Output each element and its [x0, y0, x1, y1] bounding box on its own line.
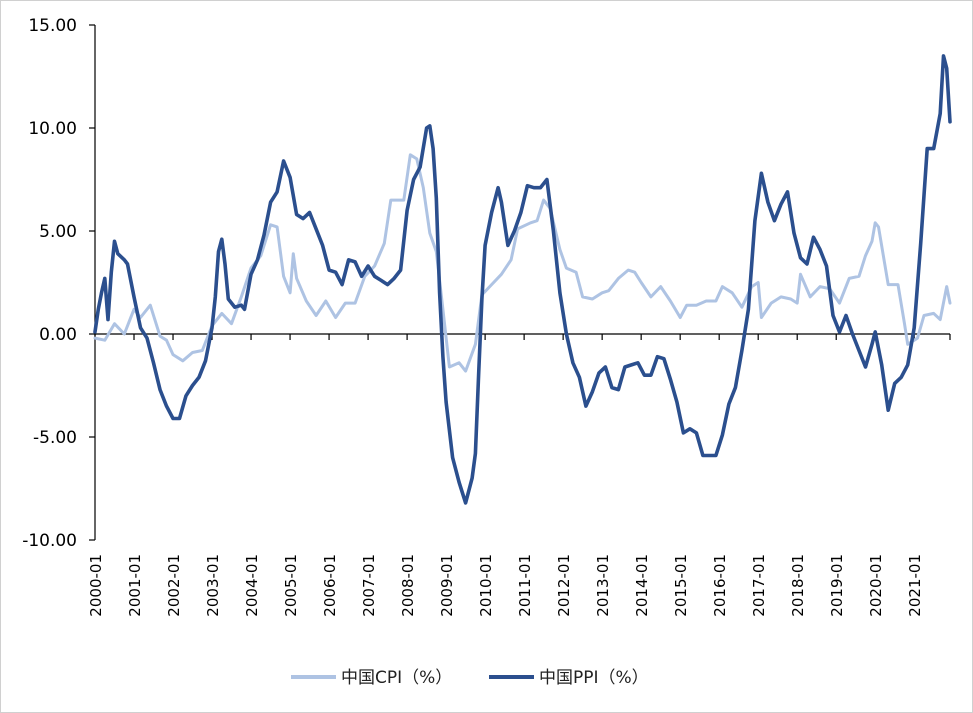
x-tick-label: 2014-01 [633, 554, 651, 617]
y-tick-label: -5.00 [33, 428, 77, 448]
axes [89, 24, 951, 541]
y-axis-tick-labels: 15.00 10.00 5.00 0.00 -5.00 -10.00 [22, 16, 77, 551]
x-tick-label: 2019-01 [828, 554, 846, 617]
x-tick-label: 2010-01 [477, 554, 495, 617]
x-axis-tick-labels: 2000-01 2001-01 2002-01 2003-01 2004-01 2005-… [87, 554, 924, 617]
x-tick-label: 2001-01 [126, 554, 144, 617]
x-tick-label: 2002-01 [165, 554, 183, 617]
x-tick-label: 2013-01 [594, 554, 612, 617]
x-tick-label: 2015-01 [672, 554, 690, 617]
x-tick-label: 2011-01 [516, 554, 534, 617]
x-tick-label: 2018-01 [789, 554, 807, 617]
y-tick-label: 10.00 [28, 119, 77, 139]
series-lines [93, 54, 952, 505]
y-tick-label: -10.00 [22, 531, 77, 551]
y-tick-label: 0.00 [39, 325, 77, 345]
legend-label-ppi: 中国PPI（%） [539, 668, 649, 688]
x-tick-label: 2000-01 [87, 554, 105, 617]
y-tick-label: 15.00 [28, 16, 77, 36]
x-tick-label: 2005-01 [282, 554, 300, 617]
x-tick-label: 2003-01 [204, 554, 222, 617]
y-tick-label: 5.00 [39, 222, 77, 242]
x-tick-label: 2009-01 [438, 554, 456, 617]
ppi-series-line [93, 54, 952, 505]
x-tick-label: 2004-01 [243, 554, 261, 617]
x-tick-label: 2021-01 [906, 554, 924, 617]
legend: 中国CPI（%） 中国PPI（%） [291, 668, 649, 688]
x-tick-label: 2007-01 [360, 554, 378, 617]
x-tick-label: 2017-01 [750, 554, 768, 617]
x-tick-label: 2006-01 [321, 554, 339, 617]
x-tick-label: 2016-01 [711, 554, 729, 617]
legend-label-cpi: 中国CPI（%） [341, 668, 452, 688]
x-tick-label: 2012-01 [555, 554, 573, 617]
x-tick-label: 2020-01 [867, 554, 885, 617]
x-tick-label: 2008-01 [399, 554, 417, 617]
